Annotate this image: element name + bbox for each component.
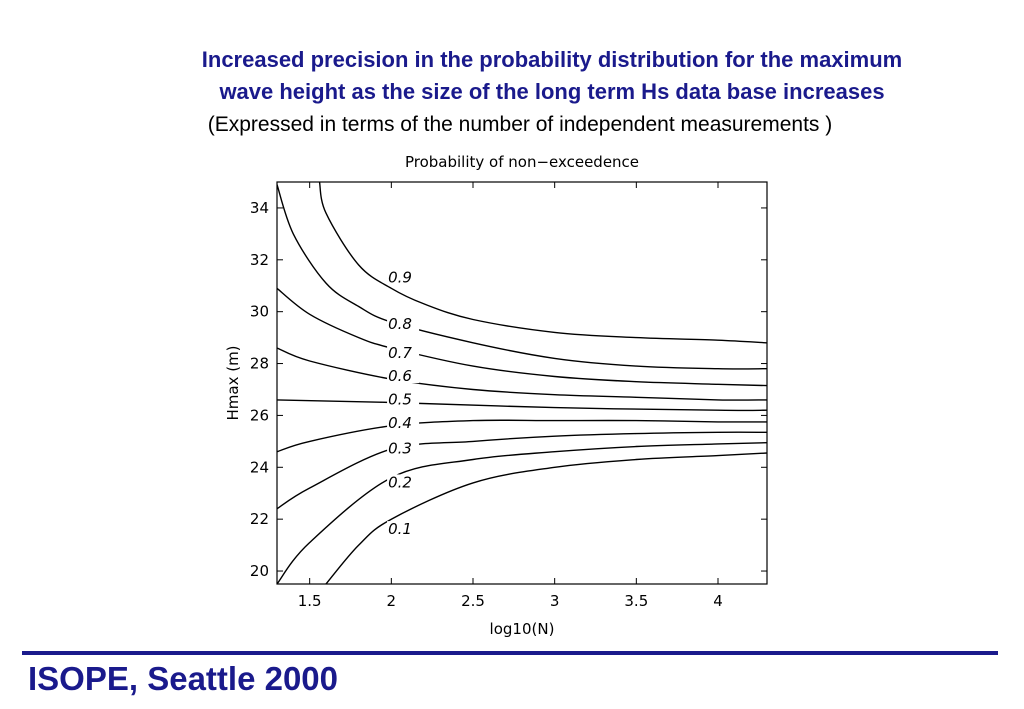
contour-label-bg: [387, 344, 420, 360]
contour-label-bg: [387, 391, 420, 407]
x-tick-label: 3.5: [624, 592, 648, 610]
slide-subheading: (Expressed in terms of the number of ind…: [207, 113, 833, 136]
contour-line-0-9: [318, 182, 767, 344]
x-tick-label: 1.5: [298, 592, 322, 610]
contour-label: 0.1: [388, 520, 412, 538]
contour-line-0-8: [277, 184, 767, 370]
contour-label-bg: [387, 316, 420, 332]
plot-frame: [276, 181, 768, 585]
contour-label: 0.5: [388, 390, 412, 408]
contour-line-0-2: [277, 442, 767, 584]
contour-line-0-4: [277, 419, 767, 453]
contour-label-bg: [387, 269, 420, 285]
slide-heading-line1: Increased precision in the probability d…: [201, 47, 903, 72]
x-tick-label: 4: [713, 592, 723, 610]
y-tick-label: 20: [250, 562, 269, 580]
y-axis-label: Hmax (m): [224, 345, 242, 420]
contour-label: 0.7: [388, 344, 412, 362]
footer-text: ISOPE, Seattle 2000: [28, 660, 339, 697]
y-tick-label: 34: [250, 199, 269, 217]
contour-label: 0.6: [388, 367, 412, 385]
y-tick-label: 26: [250, 406, 269, 424]
contour-label-bg: [387, 521, 420, 537]
contour-label: 0.3: [388, 440, 412, 458]
x-tick-label: 3: [550, 592, 560, 610]
x-tick-label: 2: [387, 592, 397, 610]
contour-label: 0.9: [388, 269, 412, 287]
contour-label: 0.8: [388, 315, 412, 333]
y-tick-label: 24: [250, 458, 269, 476]
contour-label-bg: [387, 368, 420, 384]
contour-label: 0.2: [388, 473, 412, 491]
y-tick-label: 22: [250, 510, 269, 528]
contour-label-bg: [387, 474, 420, 490]
chart-title: Probability of non−exceedence: [405, 153, 639, 171]
contour-line-0-5: [277, 399, 767, 412]
x-axis-label: log10(N): [490, 620, 555, 638]
y-tick-label: 30: [250, 303, 269, 321]
footer-rule: [22, 651, 998, 655]
y-tick-label: 32: [250, 251, 269, 269]
contour-line-0-7: [277, 287, 767, 387]
x-tick-label: 2.5: [461, 592, 485, 610]
contour-line-0-6: [277, 347, 767, 401]
contour-label: 0.4: [388, 414, 412, 432]
slide-heading-line2: wave height as the size of the long term…: [219, 79, 885, 104]
contour-label-bg: [387, 414, 420, 430]
contour-label-bg: [387, 440, 420, 456]
contour-line-0-3: [277, 431, 767, 510]
y-tick-label: 28: [250, 355, 269, 373]
contour-line-0-1: [325, 452, 767, 584]
